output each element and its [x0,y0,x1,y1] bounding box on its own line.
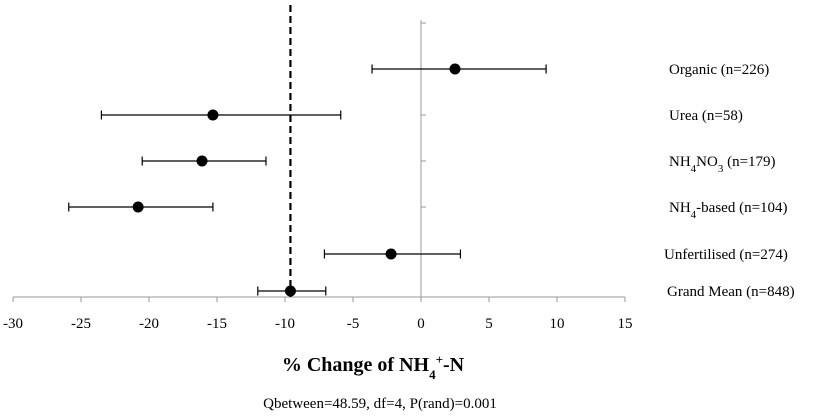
category-label: NH4-based (n=104) [669,200,788,221]
effect-size-point [207,109,219,121]
category-label: Unfertilised (n=274) [664,247,788,263]
x-tick-label: -20 [139,316,159,332]
x-tick-label: -5 [347,316,360,332]
statistics-footnote: Qbetween=48.59, df=4, P(rand)=0.001 [263,396,497,412]
x-tick-label: -25 [71,316,91,332]
effect-size-point [449,63,461,75]
x-tick-label: 0 [417,316,425,332]
x-tick-label: -10 [275,316,295,332]
category-label: Grand Mean (n=848) [667,284,795,300]
category-label: Urea (n=58) [669,108,743,124]
effect-size-point [132,201,144,213]
category-label: Organic (n=226) [669,62,769,78]
x-tick-label: -30 [3,316,23,332]
x-tick-label: -15 [207,316,227,332]
x-axis-label: % Change of NH4+-N [282,352,465,382]
x-tick-label: 10 [550,316,565,332]
effect-size-point [284,285,296,297]
category-label: NH4NO3 (n=179) [669,154,776,175]
x-tick-label: 5 [485,316,493,332]
effect-size-point [385,248,397,260]
x-tick-label: 15 [618,316,633,332]
effect-size-point [196,155,208,167]
